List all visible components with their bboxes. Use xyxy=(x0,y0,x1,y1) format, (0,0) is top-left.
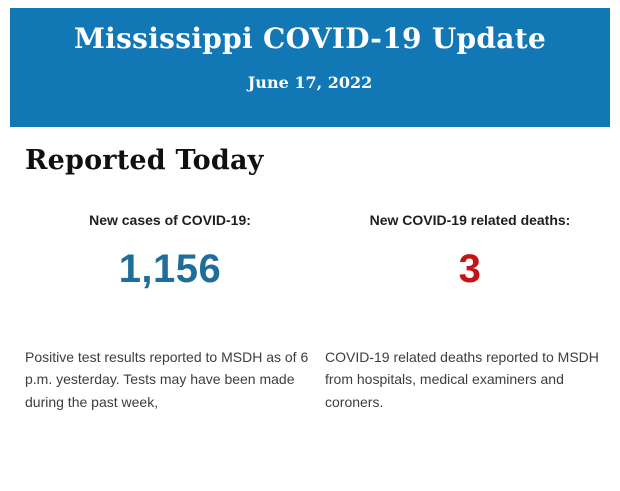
stats-grid: New cases of COVID-19: 1,156 Positive te… xyxy=(25,212,605,413)
new-deaths-description: COVID-19 related deaths reported to MSDH… xyxy=(325,349,599,410)
new-cases-description: Positive test results reported to MSDH a… xyxy=(25,349,309,410)
new-deaths-value: 3 xyxy=(458,247,482,291)
new-cases-value: 1,156 xyxy=(118,247,222,291)
section-title: Reported Today xyxy=(25,145,264,176)
new-cases-label: New cases of COVID-19: xyxy=(89,212,251,228)
stat-new-deaths: New COVID-19 related deaths: 3 COVID-19 … xyxy=(325,212,615,413)
header-banner: Mississippi COVID-19 Update June 17, 202… xyxy=(10,8,610,127)
newsletter-title: Mississippi COVID-19 Update xyxy=(73,22,547,55)
stat-new-cases: New cases of COVID-19: 1,156 Positive te… xyxy=(25,212,315,413)
new-deaths-label: New COVID-19 related deaths: xyxy=(369,212,571,228)
content-area: Reported Today New cases of COVID-19: 1,… xyxy=(0,127,620,413)
newsletter-page: Mississippi COVID-19 Update June 17, 202… xyxy=(0,8,620,491)
newsletter-date: June 17, 2022 xyxy=(247,73,373,92)
